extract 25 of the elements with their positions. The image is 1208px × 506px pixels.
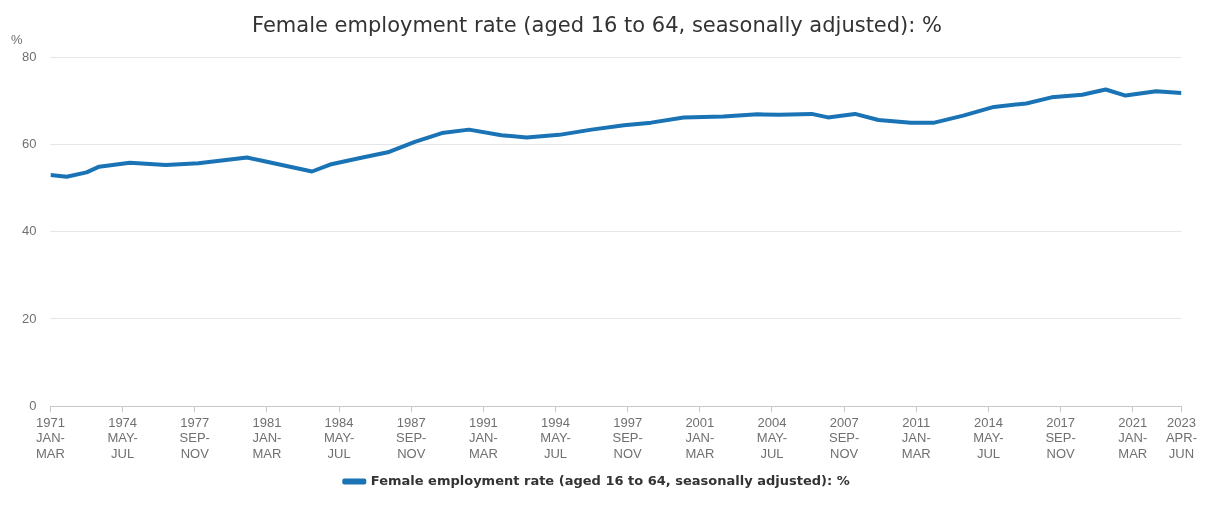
x-tick-label: 2011 JAN-MAR (901, 414, 931, 461)
y-tick-label: 0 (29, 397, 37, 413)
y-tick-label: 80 (21, 48, 37, 64)
chart-title: Female employment rate (aged 16 to 64, seasonally adjusted): % (251, 13, 943, 38)
y-axis-title: % (11, 32, 23, 48)
legend-label: Female employment rate (aged 16 to 64, seasonally adjusted): % (370, 472, 850, 488)
x-tick-label: 2007 SEP-NOV (828, 414, 860, 461)
x-tick-label: 2021 JAN-MAR (1118, 414, 1148, 461)
x-tick-label: 1984 MAY-JUL (323, 414, 355, 461)
y-tick-label: 20 (21, 310, 37, 326)
y-tick-label: 40 (21, 223, 37, 239)
x-tick-label: 1981 JAN-MAR (252, 414, 282, 461)
x-tick-label: 2017 SEP-NOV (1045, 414, 1076, 461)
x-tick-label: 1971 JAN-MAR (36, 414, 65, 461)
x-tick-label: 1991 JAN-MAR (468, 414, 498, 461)
x-tick-label: 2023 APR-JUN (1165, 414, 1197, 461)
x-tick-label: 2004 MAY-JUL (756, 414, 788, 461)
y-tick-label: 60 (21, 136, 37, 152)
x-tick-label: 1977 SEP-NOV (179, 414, 210, 461)
x-tick-label: 1974 MAY-JUL (107, 414, 138, 461)
x-tick-label: 1987 SEP-NOV (396, 414, 427, 461)
x-tick-label: 2001 JAN-MAR (685, 414, 715, 461)
x-tick-label: 1997 SEP-NOV (612, 414, 643, 461)
x-tick-label: 2014 MAY-JUL (973, 414, 1004, 461)
x-tick-label: 1994 MAY-JUL (540, 414, 571, 461)
